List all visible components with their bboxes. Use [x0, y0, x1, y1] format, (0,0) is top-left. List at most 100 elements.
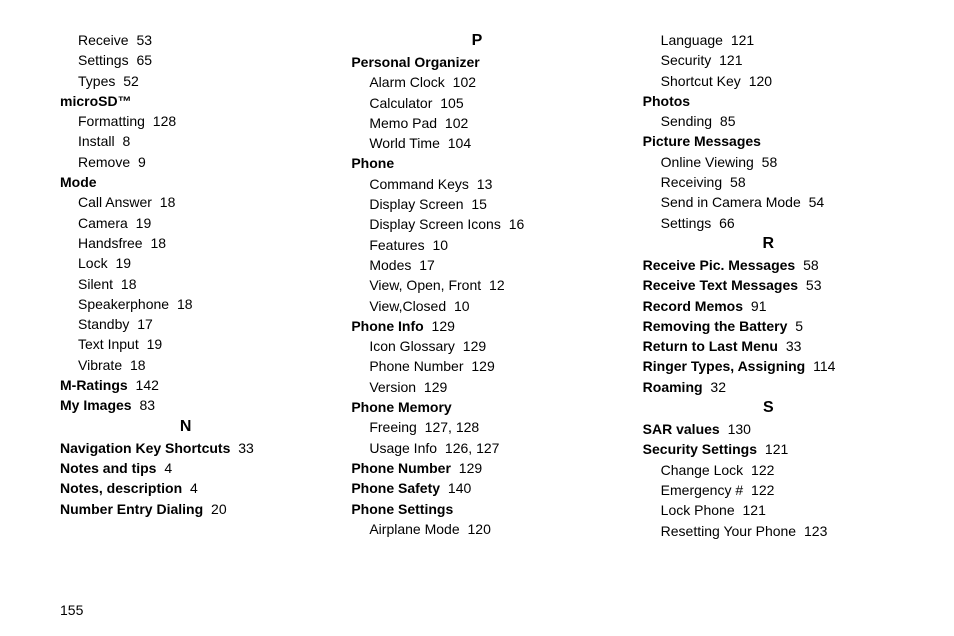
index-page-ref: 65: [133, 52, 152, 68]
index-term: Command Keys: [369, 176, 469, 192]
index-top-entry: Ringer Types, Assigning 114: [643, 356, 894, 376]
index-letter: S: [643, 399, 894, 417]
index-page-ref: 19: [112, 255, 131, 271]
index-page-ref: 142: [132, 377, 159, 393]
index-sub-entry: Resetting Your Phone 123: [643, 521, 894, 541]
index-page-ref: 121: [739, 502, 766, 518]
index-top-entry: Notes, description 4: [60, 478, 311, 498]
index-top-entry: Notes and tips 4: [60, 458, 311, 478]
index-page-ref: 9: [134, 154, 146, 170]
index-term: Phone Info: [351, 318, 423, 334]
index-top-entry: Mode: [60, 172, 311, 192]
index-page-ref: 129: [420, 379, 447, 395]
index-page-ref: 53: [133, 32, 152, 48]
index-term: Handsfree: [78, 235, 143, 251]
index-top-entry: Security Settings 121: [643, 439, 894, 459]
index-page-ref: 13: [473, 176, 492, 192]
index-term: Security Settings: [643, 441, 757, 457]
index-term: Features: [369, 237, 424, 253]
index-term: Removing the Battery: [643, 318, 788, 334]
index-page-ref: 54: [805, 194, 824, 210]
index-page-ref: 129: [468, 358, 495, 374]
index-top-entry: Record Memos 91: [643, 296, 894, 316]
index-term: Mode: [60, 174, 97, 190]
index-term: Phone Memory: [351, 399, 451, 415]
index-top-entry: Phone Info 129: [351, 316, 602, 336]
index-sub-entry: Modes 17: [351, 255, 602, 275]
index-sub-entry: Online Viewing 58: [643, 152, 894, 172]
index-sub-entry: View,Closed 10: [351, 296, 602, 316]
index-term: Receiving: [661, 174, 722, 190]
index-sub-entry: Types 52: [60, 71, 311, 91]
index-page-ref: 58: [726, 174, 745, 190]
index-term: Notes and tips: [60, 460, 156, 476]
index-term: Receive Pic. Messages: [643, 257, 796, 273]
index-term: Camera: [78, 215, 128, 231]
index-page-ref: 18: [173, 296, 192, 312]
index-sub-entry: Text Input 19: [60, 334, 311, 354]
index-term: Usage Info: [369, 440, 437, 456]
index-page-ref: 58: [799, 257, 818, 273]
index-term: Freeing: [369, 419, 416, 435]
index-term: Notes, description: [60, 480, 182, 496]
index-columns: Receive 53Settings 65Types 52microSD™For…: [60, 30, 894, 590]
index-page-ref: 85: [716, 113, 735, 129]
index-term: Standby: [78, 316, 129, 332]
index-page-ref: 32: [707, 379, 726, 395]
index-sub-entry: Alarm Clock 102: [351, 72, 602, 92]
index-term: Display Screen: [369, 196, 463, 212]
index-term: Remove: [78, 154, 130, 170]
index-term: Memo Pad: [369, 115, 437, 131]
index-term: Sending: [661, 113, 712, 129]
index-term: Settings: [661, 215, 712, 231]
index-page-ref: 15: [467, 196, 486, 212]
index-sub-entry: Features 10: [351, 235, 602, 255]
index-term: Types: [78, 73, 115, 89]
index-page-ref: 18: [156, 194, 175, 210]
index-page-ref: 121: [727, 32, 754, 48]
index-term: Formatting: [78, 113, 145, 129]
index-sub-entry: Language 121: [643, 30, 894, 50]
index-term: Send in Camera Mode: [661, 194, 801, 210]
index-top-entry: Removing the Battery 5: [643, 316, 894, 336]
index-page-ref: 5: [791, 318, 803, 334]
index-letter: N: [60, 418, 311, 436]
index-page-ref: 18: [126, 357, 145, 373]
index-page-ref: 10: [450, 298, 469, 314]
index-letter: R: [643, 235, 894, 253]
index-page-ref: 129: [455, 460, 482, 476]
index-sub-entry: Camera 19: [60, 213, 311, 233]
index-page-ref: 123: [800, 523, 827, 539]
index-sub-entry: Phone Number 129: [351, 356, 602, 376]
index-col-3: Language 121Security 121Shortcut Key 120…: [643, 30, 894, 590]
index-term: Lock: [78, 255, 108, 271]
index-sub-entry: Receiving 58: [643, 172, 894, 192]
index-sub-entry: Call Answer 18: [60, 192, 311, 212]
index-sub-entry: Shortcut Key 120: [643, 71, 894, 91]
index-term: Phone: [351, 155, 394, 171]
index-sub-entry: Change Lock 122: [643, 460, 894, 480]
index-term: Number Entry Dialing: [60, 501, 203, 517]
index-page-ref: 130: [724, 421, 751, 437]
index-top-entry: Navigation Key Shortcuts 33: [60, 438, 311, 458]
index-term: World Time: [369, 135, 440, 151]
index-term: Speakerphone: [78, 296, 169, 312]
index-term: SAR values: [643, 421, 720, 437]
index-sub-entry: Standby 17: [60, 314, 311, 334]
index-term: Receive Text Messages: [643, 277, 798, 293]
index-sub-entry: Handsfree 18: [60, 233, 311, 253]
index-term: Call Answer: [78, 194, 152, 210]
index-top-entry: M-Ratings 142: [60, 375, 311, 395]
index-page-ref: 52: [119, 73, 138, 89]
index-top-entry: Picture Messages: [643, 131, 894, 151]
index-term: View,Closed: [369, 298, 446, 314]
index-sub-entry: Settings 65: [60, 50, 311, 70]
index-sub-entry: Silent 18: [60, 274, 311, 294]
index-term: Lock Phone: [661, 502, 735, 518]
index-term: Display Screen Icons: [369, 216, 501, 232]
index-page-ref: 114: [809, 358, 835, 374]
index-page-ref: 33: [234, 440, 253, 456]
index-term: Phone Number: [351, 460, 451, 476]
index-term: Personal Organizer: [351, 54, 479, 70]
index-term: microSD™: [60, 93, 132, 109]
